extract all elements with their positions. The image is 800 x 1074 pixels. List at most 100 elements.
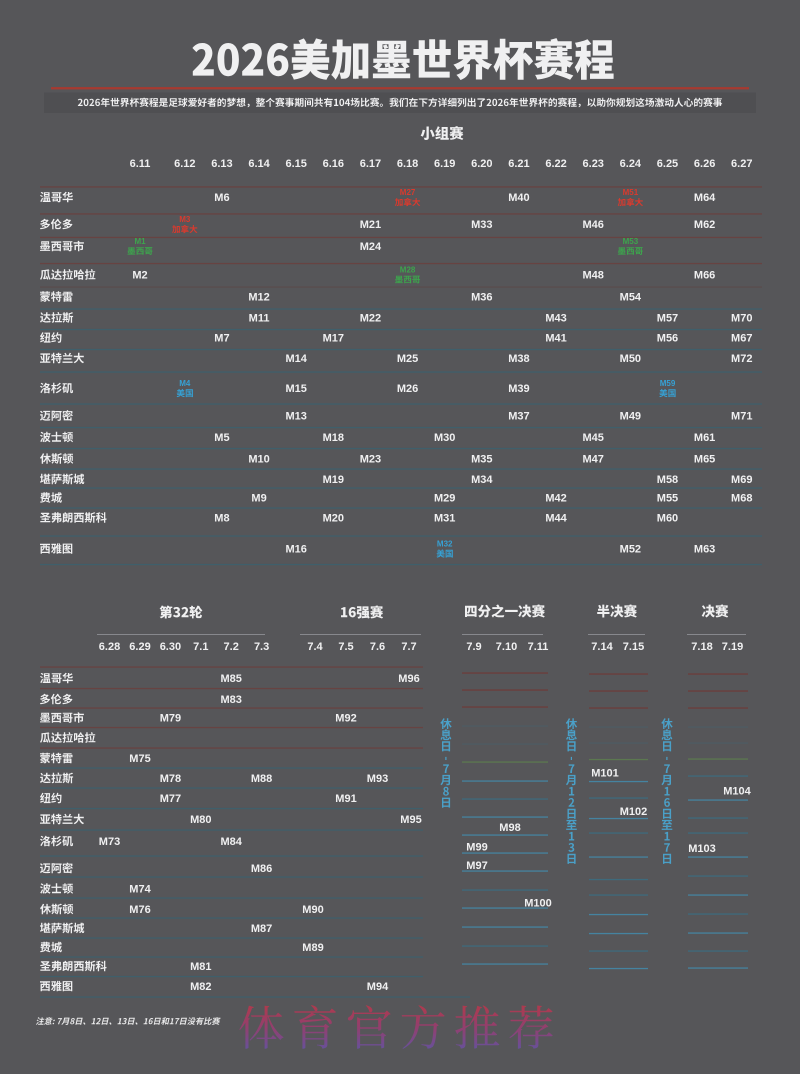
svg-text:M7: M7 [214, 332, 229, 344]
svg-text:M82: M82 [190, 981, 211, 993]
svg-text:7.15: 7.15 [623, 641, 644, 653]
svg-text:M79: M79 [160, 712, 181, 724]
svg-text:7.1: 7.1 [193, 641, 208, 653]
svg-text:M71: M71 [731, 410, 752, 422]
svg-text:M60: M60 [657, 512, 678, 524]
svg-text:M33: M33 [471, 219, 492, 231]
svg-text:M46: M46 [583, 219, 604, 231]
svg-text:M52: M52 [620, 543, 641, 555]
svg-text:6.21: 6.21 [508, 158, 529, 170]
svg-text:M95: M95 [400, 814, 421, 826]
svg-text:M53: M53 [623, 237, 639, 246]
svg-text:6.22: 6.22 [545, 158, 566, 170]
svg-text:6.27: 6.27 [731, 158, 752, 170]
svg-text:6.14: 6.14 [248, 158, 270, 170]
svg-text:7.14: 7.14 [591, 641, 613, 653]
svg-text:M3: M3 [179, 215, 191, 224]
svg-text:M38: M38 [508, 353, 529, 365]
svg-text:M97: M97 [466, 860, 487, 872]
svg-text:6.24: 6.24 [620, 158, 642, 170]
svg-text:M72: M72 [731, 353, 752, 365]
svg-text:7.9: 7.9 [466, 641, 481, 653]
svg-text:M92: M92 [335, 712, 356, 724]
svg-text:M17: M17 [323, 332, 344, 344]
svg-text:M101: M101 [591, 767, 619, 779]
svg-text:7.18: 7.18 [691, 641, 712, 653]
svg-text:M81: M81 [190, 961, 211, 973]
svg-text:M63: M63 [694, 543, 715, 555]
svg-text:M2: M2 [132, 269, 147, 281]
svg-text:M61: M61 [694, 432, 715, 444]
svg-text:M68: M68 [731, 492, 752, 504]
svg-text:M40: M40 [508, 192, 529, 204]
svg-text:6.20: 6.20 [471, 158, 492, 170]
svg-text:M49: M49 [620, 410, 641, 422]
svg-text:M21: M21 [360, 219, 381, 231]
svg-text:M6: M6 [214, 192, 229, 204]
svg-text:M99: M99 [466, 841, 487, 853]
svg-text:7.2: 7.2 [224, 641, 239, 653]
svg-text:7.5: 7.5 [338, 641, 353, 653]
svg-text:M8: M8 [214, 512, 229, 524]
svg-text:6.25: 6.25 [657, 158, 678, 170]
svg-text:7.7: 7.7 [401, 641, 416, 653]
svg-text:M55: M55 [657, 492, 678, 504]
svg-text:M58: M58 [657, 474, 678, 486]
svg-text:M4: M4 [179, 379, 191, 388]
svg-text:M28: M28 [400, 266, 416, 275]
svg-text:M36: M36 [471, 291, 492, 303]
svg-text:6.13: 6.13 [211, 158, 232, 170]
svg-text:M90: M90 [302, 904, 323, 916]
svg-text:M77: M77 [160, 793, 181, 805]
svg-text:7.11: 7.11 [528, 641, 549, 653]
svg-text:M12: M12 [248, 291, 269, 303]
svg-text:M100: M100 [524, 897, 552, 909]
svg-text:M26: M26 [397, 383, 418, 395]
svg-text:M87: M87 [251, 923, 272, 935]
svg-text:M96: M96 [398, 673, 419, 685]
svg-text:M44: M44 [545, 512, 567, 524]
svg-text:M19: M19 [323, 474, 344, 486]
svg-text:6.30: 6.30 [160, 641, 181, 653]
svg-text:7.3: 7.3 [254, 641, 269, 653]
svg-text:M32: M32 [437, 540, 453, 549]
svg-text:M74: M74 [129, 883, 151, 895]
svg-text:M14: M14 [285, 353, 307, 365]
svg-text:M83: M83 [220, 694, 241, 706]
svg-text:M73: M73 [99, 836, 120, 848]
svg-text:M54: M54 [620, 291, 642, 303]
svg-text:M104: M104 [723, 785, 751, 797]
svg-text:M50: M50 [620, 353, 641, 365]
svg-text:M98: M98 [499, 822, 520, 834]
svg-text:M78: M78 [160, 773, 181, 785]
svg-text:M62: M62 [694, 219, 715, 231]
svg-text:M70: M70 [731, 312, 752, 324]
svg-text:M5: M5 [214, 432, 229, 444]
svg-text:6.15: 6.15 [285, 158, 306, 170]
svg-text:M85: M85 [220, 673, 241, 685]
svg-text:M24: M24 [360, 241, 382, 253]
svg-text:M103: M103 [688, 843, 716, 855]
svg-text:M67: M67 [731, 332, 752, 344]
svg-text:M27: M27 [400, 188, 416, 197]
svg-text:M66: M66 [694, 269, 715, 281]
svg-text:M37: M37 [508, 410, 529, 422]
svg-text:M84: M84 [220, 836, 242, 848]
svg-text:M86: M86 [251, 863, 272, 875]
svg-text:M41: M41 [545, 332, 566, 344]
svg-text:6.18: 6.18 [397, 158, 418, 170]
svg-text:M91: M91 [335, 793, 356, 805]
svg-text:M93: M93 [367, 773, 388, 785]
svg-text:M18: M18 [323, 432, 344, 444]
svg-text:M48: M48 [583, 269, 604, 281]
svg-text:6.26: 6.26 [694, 158, 715, 170]
svg-text:M57: M57 [657, 312, 678, 324]
svg-text:M76: M76 [129, 904, 150, 916]
svg-text:M102: M102 [620, 806, 648, 818]
svg-text:M34: M34 [471, 474, 493, 486]
svg-text:6.29: 6.29 [129, 641, 150, 653]
svg-text:M11: M11 [249, 312, 270, 324]
svg-text:M88: M88 [251, 773, 272, 785]
svg-text:M9: M9 [251, 492, 266, 504]
svg-text:M89: M89 [302, 942, 323, 954]
